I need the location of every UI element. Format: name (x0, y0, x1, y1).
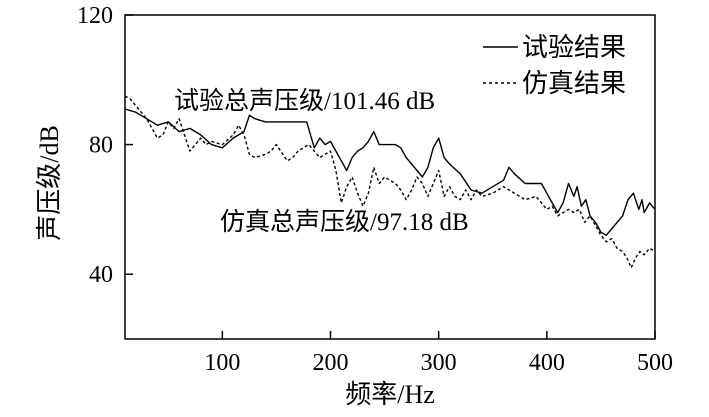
ticks-layer: 100 200 300 400 500 40 80 120 (77, 3, 673, 376)
x-tick-label-200: 200 (313, 350, 349, 376)
y-tick-label-120: 120 (77, 3, 113, 29)
series-line-test (124, 108, 656, 237)
x-tick-label-500: 500 (637, 350, 673, 376)
y-tick-label-40: 40 (89, 262, 113, 288)
series-line-sim (124, 95, 656, 269)
y-tick-label-80: 80 (89, 133, 113, 159)
legend: 试验结果 仿真结果 (483, 33, 626, 98)
annotation-sim-total: 仿真总声压级/97.18 dB (220, 208, 469, 236)
series-layer (124, 95, 656, 269)
legend-label-sim: 仿真结果 (522, 69, 626, 98)
y-axis-title: 声压级/dB (35, 125, 64, 241)
x-axis-title: 频率/Hz (345, 380, 435, 409)
annotation-test-total: 试验总声压级/101.46 dB (174, 87, 435, 115)
x-tick-label-400: 400 (529, 350, 565, 376)
x-tick-label-100: 100 (204, 350, 240, 376)
x-tick-label-300: 300 (421, 350, 457, 376)
legend-label-test: 试验结果 (522, 33, 626, 62)
plot-frame (124, 14, 656, 340)
